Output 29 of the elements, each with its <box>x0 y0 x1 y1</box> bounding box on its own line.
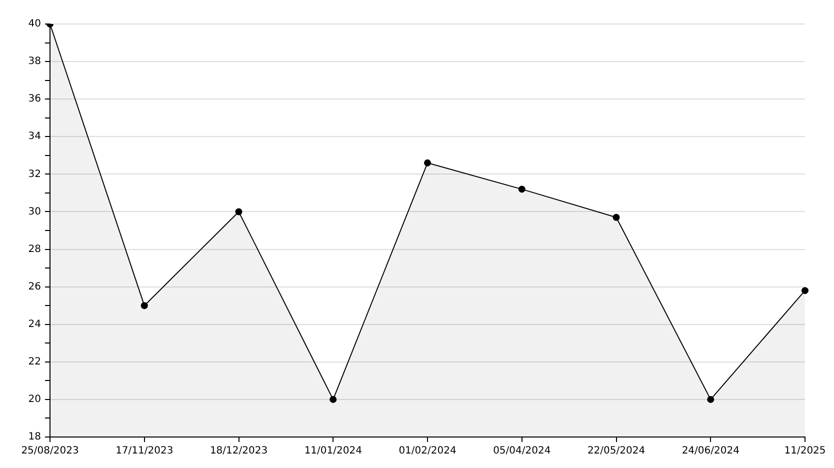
x-tick-label: 18/12/2023 <box>210 446 268 457</box>
point <box>424 159 431 166</box>
y-tick-label: 20 <box>28 394 41 406</box>
point <box>330 396 337 403</box>
x-tick-label: 11/01/2024 <box>304 446 362 457</box>
point <box>235 208 242 216</box>
point <box>612 214 620 221</box>
y-tick-label: 34 <box>28 131 41 142</box>
y-tick-label: 24 <box>28 318 41 330</box>
y-tick-label: 38 <box>28 56 41 68</box>
x-tick-label: 01/02/2024 <box>398 446 456 457</box>
x-tick-label: 25/08/2023 <box>21 446 79 457</box>
y-tick-label: 32 <box>28 168 41 180</box>
y-tick-label: 36 <box>28 94 41 105</box>
x-tick-label: 22/05/2024 <box>587 446 646 457</box>
point <box>518 186 526 193</box>
y-tick-label: 18 <box>28 432 41 443</box>
x-tick-label: 24/06/2024 <box>682 446 740 457</box>
y-tick-label: 22 <box>28 356 41 368</box>
x-tick-label: 17/11/2023 <box>116 446 174 457</box>
point <box>707 396 714 403</box>
y-tick-label: 26 <box>28 281 41 292</box>
x-tick-label: 11/2025 <box>784 446 826 457</box>
x-tick-label: 05/04/2024 <box>493 446 551 457</box>
y-tick-label: 40 <box>28 18 41 30</box>
point <box>802 287 808 294</box>
y-tick-label: 28 <box>28 244 41 255</box>
y-tick-label: 30 <box>28 206 41 218</box>
point <box>140 302 148 310</box>
